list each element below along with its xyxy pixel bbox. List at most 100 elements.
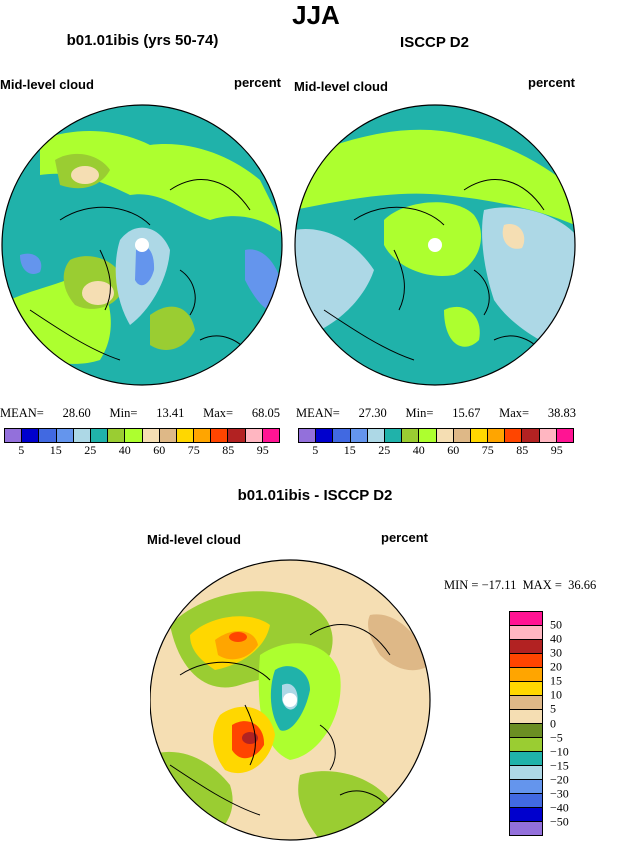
panel-1-colorbar-tick-label: 75 [187,443,200,457]
panel-1-field-blue-west [20,253,42,275]
panel-1-colorbar-swatch [176,429,195,442]
panel-1-field-tan-patch [71,166,99,184]
panel-3-units-label: percent [381,530,428,545]
panel-1-colorbar-tick-label: 40 [118,443,131,457]
panel-3-colorbar-tick-label: −40 [550,800,569,815]
panel-2-max-label: Max= [499,406,530,420]
panel-1-colorbar-tick-label: 15 [49,443,62,457]
panel-3-colorbar-swatch [510,808,542,822]
panel-2-colorbar-swatch [367,429,385,442]
panel-1-max-label: Max= [203,406,234,420]
panel-3-colorbar-swatch [510,654,542,668]
panel-2-colorbar-swatch [333,429,351,442]
panel-2-colorbar-swatch [384,429,403,442]
panel-1-colorbar-tick-label: 95 [256,443,269,457]
panel-1-colorbar-swatch [228,429,246,442]
panel-2-colorbar-tick-label: 60 [447,443,460,457]
panel-1-colorbar-swatch [211,429,229,442]
panel-3-colorbar-tick-label: −5 [550,730,563,745]
panel-2-variable-label: Mid-level cloud [294,79,388,94]
panel-3-colorbar-tick-label: −15 [550,758,569,773]
panel-1-colorbar-swatch [142,429,160,442]
panel-2-stats: MEAN= 27.30 Min= 15.67 Max= 38.83 [296,406,576,421]
panel-3-colorbar [509,611,543,836]
panel-1-mean-label: MEAN= [0,406,44,420]
panel-3-title: b01.01ibis - ISCCP D2 [237,487,393,504]
panel-2-min-value: 15.67 [452,406,481,420]
panel-3-colorbar-swatch [510,640,542,654]
panel-2-colorbar-swatches [298,428,574,443]
panel-2-colorbar-swatch [488,429,506,442]
panel-3-colorbar-swatch [510,780,542,794]
panel-1-colorbar-tick-label: 85 [222,443,235,457]
panel-1-field-green-band [40,131,282,240]
panel-3-colorbar-tick-label: 20 [550,659,562,674]
panel-3-field-orange-north [215,630,258,660]
panel-3-colorbar-swatch [510,752,542,766]
panel-1-colorbar-tick-label: 25 [84,443,97,457]
panel-3-colorbar-tick-label: 15 [550,673,562,688]
panel-2-field-lightblue-west [295,229,374,340]
panel-2-colorbar-swatch [419,429,437,442]
panel-1-colorbar-swatch [245,429,263,442]
panel-1-colorbar-swatch [159,429,177,442]
panel-2-pole-mask [428,238,442,252]
panel-1-field-blue-centre [135,246,155,286]
panel-3-colorbar-tick-label: 40 [550,631,562,646]
panel-1-colorbar-tick-label: 60 [153,443,166,457]
panel-3-colorbar-tick-label: −50 [550,814,569,829]
panel-2-map-border [294,104,576,386]
panel-3-colorbar-tick-label: 30 [550,645,562,660]
panel-1-title: b01.01ibis (yrs 50-74) [66,32,219,49]
panel-3-map-border [150,559,431,841]
panel-1-mean-value: 28.60 [62,406,91,420]
panel-1-map [1,104,283,386]
panel-3-colorbar-ticks: 50 40 30 20 15 10 5 0 −5 −10 −15 −20 −30 −40 −50 [550,611,590,836]
panel-1-stats: MEAN= 28.60 Min= 13.41 Max= 68.05 [0,406,280,421]
panel-3-colorbar-tick-label: −20 [550,772,569,787]
panel-1-colorbar-swatch [73,429,91,442]
panel-2-mean-label: MEAN= [296,406,340,420]
panel-2-colorbar: 5 15 25 40 60 75 85 95 [298,428,574,457]
panel-3-colorbar-tick-label: −30 [550,786,569,801]
panel-2-max-value: 38.83 [547,406,576,420]
panel-2-colorbar-tick-label: 85 [516,443,529,457]
panel-3-colorbar-tick-label: 5 [550,701,556,716]
panel-3-field-darkred-south [242,732,258,744]
panel-2-colorbar-swatch [505,429,523,442]
panel-1-min-value: 13.41 [156,406,185,420]
panel-1-map-border [1,104,283,386]
panel-3-colorbar-tick-label: −10 [550,744,569,759]
panel-2-colorbar-swatch [350,429,368,442]
panel-2-coastlines [323,179,545,361]
panel-1-colorbar-swatch [56,429,74,442]
panel-1-colorbar-swatch [194,429,212,442]
panel-3-colorbar-swatch [510,766,542,780]
panel-3-colorbar-swatch [510,710,542,724]
panel-2-min-label: Min= [405,406,434,420]
panel-3-colorbar-swatch [510,794,542,808]
panel-1-colorbar: 5 15 25 40 60 75 85 95 [4,428,280,457]
panel-2-colorbar-tick-label: 95 [550,443,563,457]
panel-2-field-tan-patch [502,224,525,249]
panel-2-mean-value: 27.30 [358,406,387,420]
panel-3-colorbar-tick-label: 10 [550,687,562,702]
panel-1-colorbar-ticks: 5 15 25 40 60 75 85 95 [4,443,280,457]
panel-2-colorbar-swatch [299,429,317,442]
panel-2-colorbar-tick-label: 5 [312,443,319,457]
panel-1-colorbar-swatch [125,429,143,442]
main-title: JJA [292,0,340,30]
panel-1-colorbar-tick-label: 5 [18,443,25,457]
panel-1-colorbar-swatch [5,429,23,442]
panel-2-title: ISCCP D2 [400,34,469,51]
panel-3-colorbar-swatch [510,612,542,626]
panel-1-field-olive-east [150,306,195,350]
panel-3-variable-label: Mid-level cloud [147,532,241,547]
panel-1-coastlines [29,179,251,361]
panel-1-colorbar-swatch [262,429,279,442]
panel-2-colorbar-tick-label: 75 [481,443,494,457]
panel-1-units-label: percent [234,75,281,90]
panel-2-colorbar-tick-label: 25 [378,443,391,457]
panel-2-colorbar-swatch [402,429,420,442]
panel-2-colorbar-swatch [436,429,454,442]
